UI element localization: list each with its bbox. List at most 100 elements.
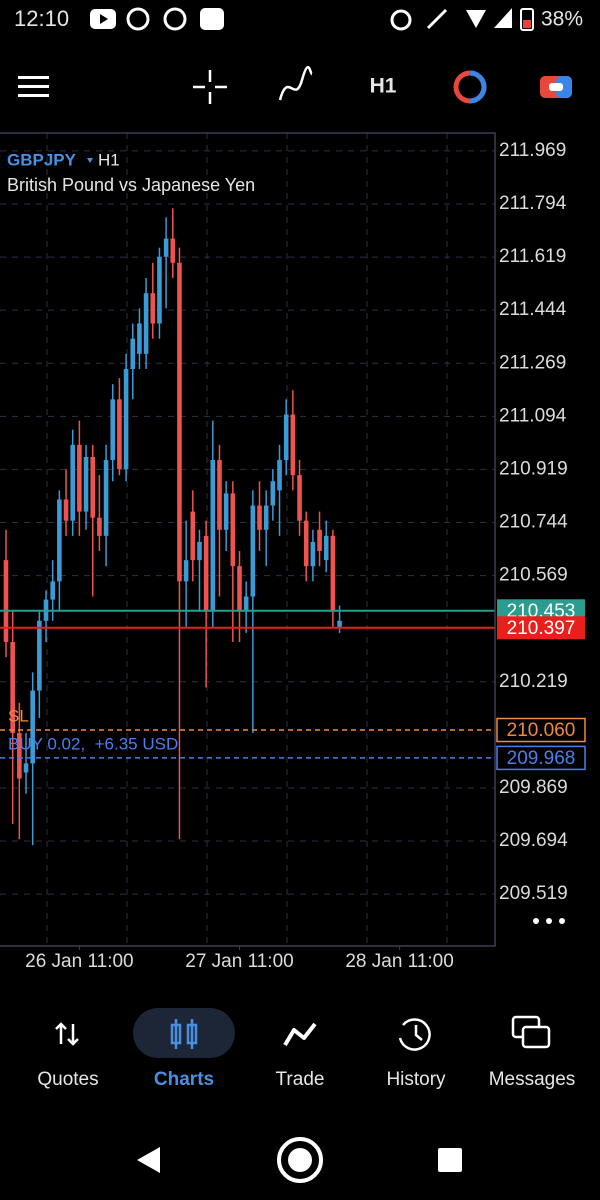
nav-label[interactable]: Trade: [276, 1069, 325, 1090]
more-button[interactable]: [533, 918, 565, 924]
trade-button[interactable]: [453, 70, 487, 104]
y-tick-label: 211.619: [499, 246, 566, 267]
crosshair-button[interactable]: [193, 70, 227, 104]
candle-body: [290, 414, 296, 476]
candle-body: [117, 399, 122, 470]
price-label: 210.397: [507, 618, 576, 639]
menu-bar: [18, 94, 49, 97]
nav-label[interactable]: Charts: [154, 1069, 214, 1090]
candle-body: [243, 596, 249, 612]
candle-body: [277, 460, 282, 491]
candle-body: [143, 293, 149, 354]
price-label: 210.060: [507, 720, 576, 741]
timeframe-button[interactable]: H1: [370, 75, 397, 98]
candle-body: [57, 499, 62, 582]
candle-body: [130, 338, 136, 370]
candle-body: [83, 456, 89, 512]
candle-body: [223, 493, 229, 530]
symbol-description: British Pound vs Japanese Yen: [7, 175, 255, 195]
price-label-box: [497, 616, 585, 640]
candle-body: [257, 505, 262, 530]
status-bar: 12:10 38%: [14, 6, 583, 31]
y-tick-label: 211.444: [499, 299, 567, 320]
y-tick-label: 210.219: [499, 671, 568, 692]
bubble: [521, 1025, 551, 1049]
wifi-icon: [466, 10, 486, 28]
menu-button[interactable]: [18, 76, 49, 97]
battery-level: [523, 20, 531, 28]
system-nav: [137, 1137, 462, 1183]
alarm-icon: [390, 9, 412, 31]
candle-body: [103, 460, 109, 536]
candle-body: [217, 460, 222, 530]
charts-icon[interactable]: [170, 1019, 198, 1049]
trade-icon[interactable]: [283, 1022, 317, 1047]
nav-label[interactable]: Quotes: [37, 1069, 98, 1090]
price-line-name: BUY 0.02, +6.35 USD: [8, 734, 178, 753]
candle-body: [170, 238, 176, 263]
symbol[interactable]: GBPJPY: [7, 150, 77, 169]
y-tick-label: 211.969: [499, 140, 566, 161]
back-button[interactable]: [137, 1147, 160, 1173]
toolbar: H1: [18, 65, 572, 104]
y-tick-label: 211.094: [499, 405, 567, 426]
candle-body: [90, 456, 96, 518]
app-icon: [200, 8, 224, 30]
nav-label[interactable]: History: [386, 1069, 446, 1090]
trade-icon: [469, 70, 487, 104]
battery-percent: 38%: [541, 8, 583, 31]
y-tick-label: 209.869: [499, 777, 568, 798]
candle-body: [163, 238, 169, 257]
x-tick-label: 26 Jan 11:00: [25, 951, 133, 972]
messages-icon[interactable]: [511, 1015, 551, 1049]
nav-label[interactable]: Messages: [489, 1069, 576, 1090]
plot-frame: [0, 132, 496, 947]
recents-button[interactable]: [438, 1148, 462, 1172]
symbol-dropdown[interactable]: [87, 158, 93, 163]
menu-bar: [18, 85, 49, 88]
home-button[interactable]: [277, 1137, 323, 1183]
candle-body: [230, 493, 236, 567]
candle-body: [30, 690, 35, 764]
candle-body: [283, 414, 289, 461]
clock: 12:10: [14, 6, 69, 31]
y-tick-label: 209.694: [499, 830, 568, 851]
quotes-icon[interactable]: [55, 1022, 79, 1046]
dot: [533, 918, 539, 924]
candle-body: [190, 511, 196, 561]
candle-body: [303, 520, 309, 567]
dot: [546, 918, 552, 924]
y-tick-label: 210.744: [499, 512, 568, 533]
clock-hand: [414, 1025, 423, 1041]
candle-body: [250, 505, 256, 597]
candle-body: [330, 535, 336, 612]
app-icon: [163, 7, 187, 31]
candle-body: [110, 399, 116, 461]
x-tick-label: 27 Jan 11:00: [185, 951, 293, 972]
price-label: 209.968: [507, 748, 576, 769]
x-tick-label: 28 Jan 11:00: [345, 951, 453, 972]
battery-icon: [520, 8, 534, 31]
candle-body: [270, 481, 276, 506]
candle-body: [70, 444, 76, 521]
clock-arc: [398, 1018, 431, 1051]
y-tick-label: 211.269: [499, 352, 566, 373]
mute-icon: [426, 8, 448, 30]
indicators-button[interactable]: [278, 65, 314, 101]
signal-icon: [494, 8, 512, 28]
history-icon[interactable]: [398, 1018, 431, 1051]
candle-body: [77, 444, 82, 512]
candle-body: [203, 535, 209, 612]
account-icon: [549, 83, 563, 91]
account-button[interactable]: [540, 76, 572, 98]
home-button-dot: [288, 1148, 312, 1172]
candle-body: [10, 642, 15, 734]
candle-body: [23, 763, 29, 773]
candle-body: [237, 566, 242, 612]
candle-body: [310, 541, 316, 567]
candle-body: [17, 733, 22, 779]
candle-body: [37, 620, 42, 691]
candle-body: [3, 560, 9, 643]
menu-bar: [18, 76, 49, 79]
